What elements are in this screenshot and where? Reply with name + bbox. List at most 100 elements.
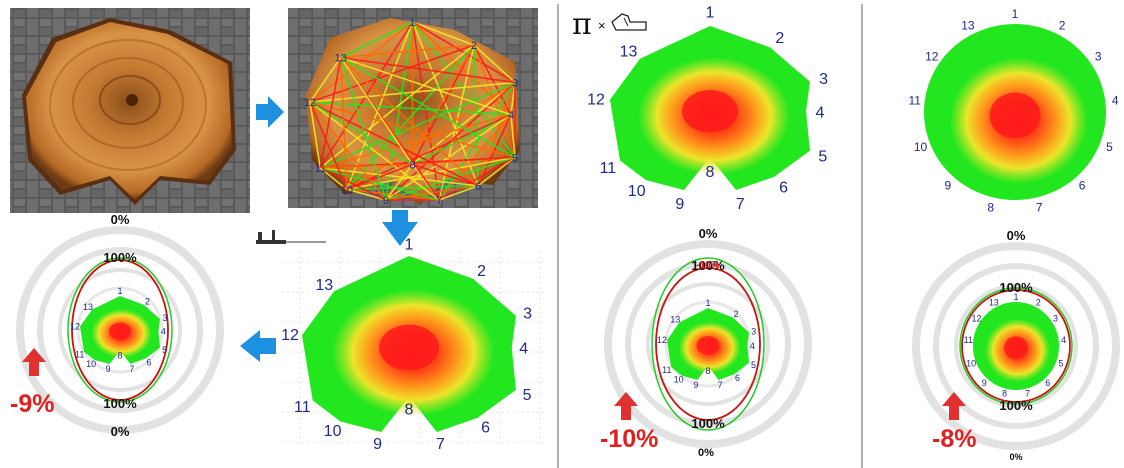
sensor-label-7: 7 — [436, 195, 442, 207]
sensor-label-5: 5 — [162, 345, 167, 355]
sensor-label-7: 7 — [436, 436, 445, 453]
sensor-label-2: 2 — [775, 30, 784, 47]
sensor-label-10: 10 — [86, 359, 96, 369]
polar-ring — [933, 263, 1099, 429]
reduction-label-c: -8% — [932, 425, 976, 453]
sensor-label-11: 11 — [315, 163, 326, 175]
sensor-label-2: 2 — [1036, 298, 1041, 308]
sensor-label-8: 8 — [405, 401, 414, 418]
path-line — [309, 57, 342, 103]
path-line — [309, 101, 516, 159]
path-line — [477, 156, 516, 187]
path-line — [320, 163, 413, 169]
sensor-label-3: 3 — [512, 78, 518, 90]
sensor-label-6: 6 — [146, 357, 151, 367]
times-symbol: × — [598, 18, 606, 33]
zero-percent-top: 0% — [1007, 228, 1026, 243]
path-line — [346, 156, 516, 191]
sensor-label-4: 4 — [161, 327, 166, 337]
path-line — [411, 44, 475, 165]
sensor-label-6: 6 — [1045, 378, 1050, 388]
path-line — [309, 101, 479, 187]
path-line — [309, 21, 413, 103]
path-line — [346, 184, 479, 191]
sensor-label-3: 3 — [1053, 313, 1058, 323]
stump-photo — [10, 8, 250, 213]
hammer-tool-icon — [256, 230, 326, 244]
path-line — [319, 57, 342, 169]
sensor-label-1: 1 — [405, 237, 414, 254]
sensor-label-5: 5 — [523, 387, 532, 404]
sensor-label-8: 8 — [705, 366, 710, 376]
arrow-down-icon — [382, 210, 418, 246]
path-line — [385, 184, 479, 201]
sensor-label-8: 8 — [987, 200, 994, 214]
sound-ring — [651, 257, 765, 431]
sensor-label-9: 9 — [982, 378, 987, 388]
arrow-up-icon-c — [942, 392, 966, 420]
sensor-label-4: 4 — [519, 341, 528, 358]
sensor-label-6: 6 — [779, 180, 788, 197]
sensor-label-13: 13 — [961, 18, 975, 32]
hundred-percent-bottom: 100% — [999, 398, 1033, 413]
sensor-label-6: 6 — [735, 373, 740, 383]
path-line — [477, 82, 516, 187]
sensor-label-11: 11 — [294, 399, 311, 416]
sensor-label-2: 2 — [477, 263, 486, 280]
polar-ring — [646, 282, 770, 406]
hundred-percent-bottom: 100% — [103, 396, 137, 411]
sensor-label-12: 12 — [304, 97, 316, 109]
sensor-label-4: 4 — [750, 341, 755, 351]
path-line — [412, 163, 479, 187]
polar-ring — [37, 247, 203, 413]
zero-percent-top: 0% — [699, 226, 718, 241]
path-line — [319, 81, 516, 169]
sensor-label-13: 13 — [83, 302, 93, 312]
path-line — [473, 45, 479, 186]
sensor-label-10: 10 — [966, 359, 976, 369]
path-line — [412, 21, 475, 46]
path-line — [319, 167, 387, 201]
path-line — [339, 57, 387, 201]
sensor-label-1: 1 — [1012, 7, 1019, 21]
path-line — [320, 113, 512, 169]
path-line — [438, 156, 516, 201]
sensor-label-13: 13 — [315, 277, 333, 294]
path-line — [510, 114, 516, 158]
path-line — [339, 57, 348, 190]
sensor-label-12: 12 — [972, 313, 982, 323]
sensor-label-12: 12 — [925, 50, 939, 64]
reduction-label-b: -10% — [600, 425, 658, 453]
sensor-label-8: 8 — [1002, 389, 1007, 399]
sensor-label-7: 7 — [1025, 389, 1030, 399]
sensor-label-1: 1 — [409, 17, 415, 29]
path-line — [309, 101, 387, 201]
polar-ring — [16, 226, 224, 434]
path-line — [340, 57, 479, 187]
path-line — [385, 44, 475, 201]
sensor-label-6: 6 — [481, 419, 490, 436]
path-line — [340, 57, 414, 165]
sensor-label-3: 3 — [751, 326, 756, 336]
sensor-label-9: 9 — [106, 364, 111, 374]
sensor-label-9: 9 — [693, 380, 698, 390]
sound-ring — [67, 257, 173, 403]
path-line — [319, 167, 348, 190]
sensor-label-10: 10 — [628, 183, 646, 200]
path-line — [340, 44, 475, 59]
hundred-percent-top: 100% — [999, 280, 1033, 295]
path-line — [309, 101, 348, 190]
sensor-label-4: 4 — [1112, 93, 1119, 107]
sensor-label-12: 12 — [281, 327, 299, 344]
arrow-up-icon-a — [22, 348, 46, 376]
sensor-label-5: 5 — [1058, 359, 1063, 369]
sensor-label-6: 6 — [475, 181, 481, 193]
polar-ring — [58, 268, 182, 392]
sensor-label-4: 4 — [508, 110, 514, 122]
